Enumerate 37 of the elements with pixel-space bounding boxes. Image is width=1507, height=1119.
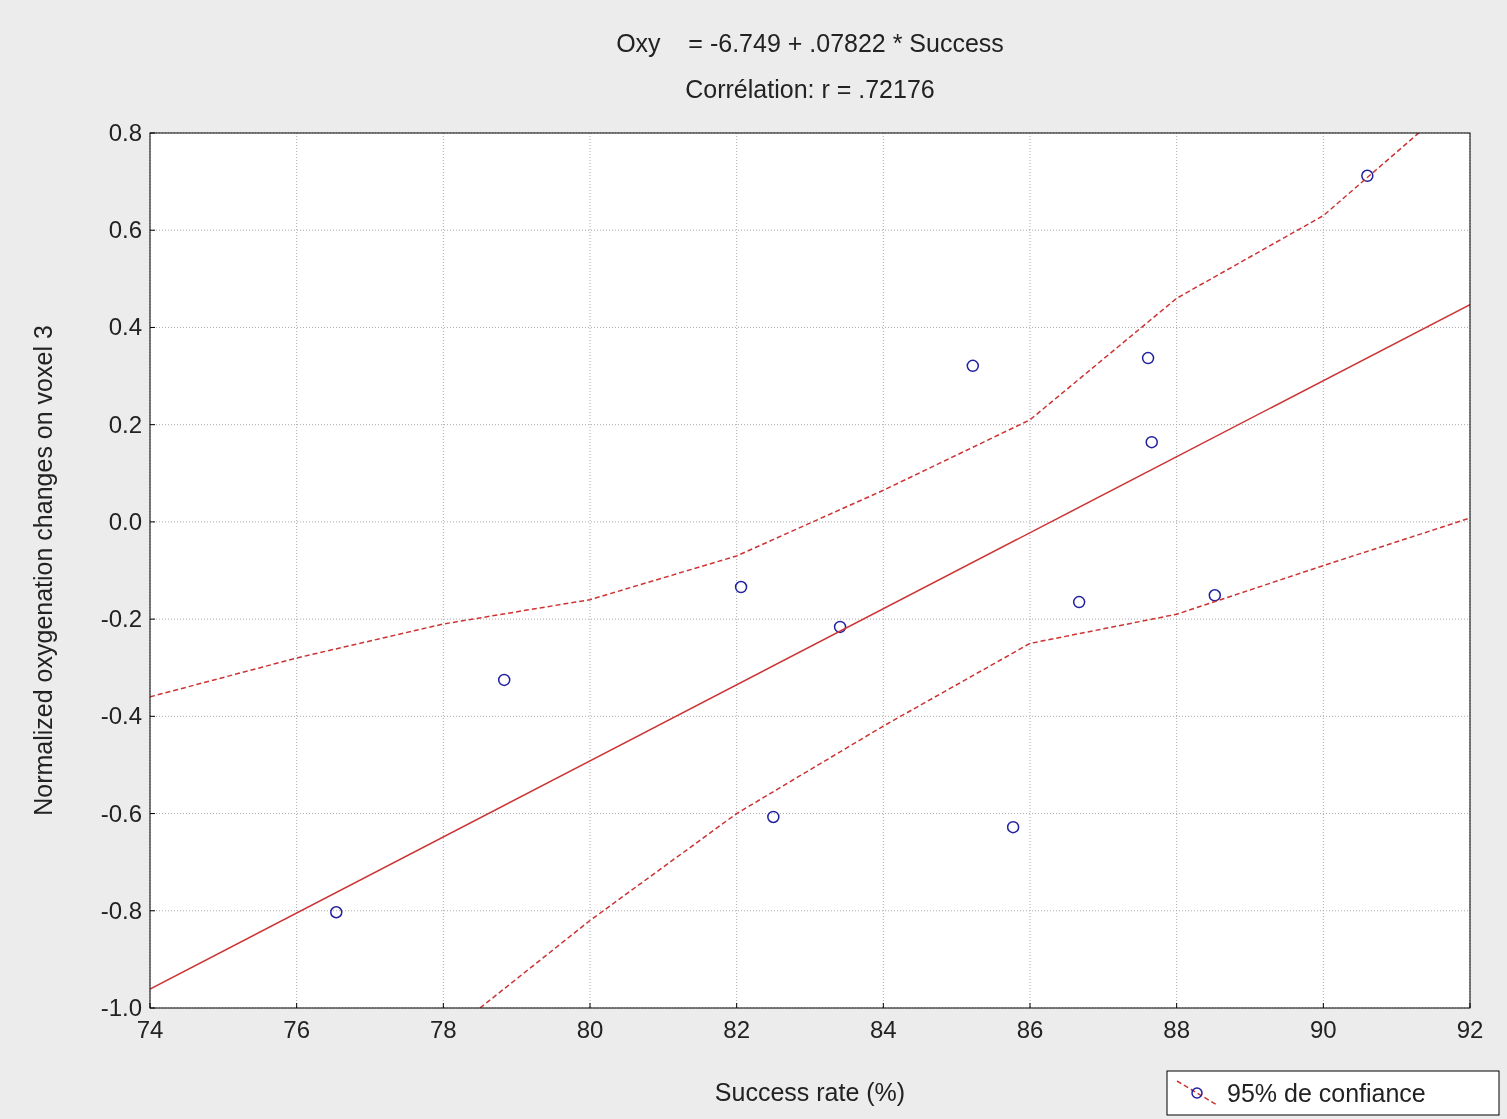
point [734,580,748,594]
y-tick-label: -0.6 [100,799,142,827]
x-tick-label: 84 [869,1016,897,1043]
y-tick-label: 0.6 [108,216,142,244]
point [1208,589,1222,602]
y-axis-title: Normalized oxygenation changes on voxel 3 [29,325,57,816]
y-tick-label: -0.8 [100,896,142,924]
x-tick-label: 78 [429,1016,457,1043]
x-tick-label: 90 [1309,1016,1337,1043]
point [1006,820,1020,834]
chart-subtitle: Corrélation: r = .72176 [685,75,935,103]
point [966,359,980,373]
y-tick-label: 0.2 [108,410,142,438]
y-tick-label: 0.8 [108,119,142,146]
point [330,905,343,919]
point [1072,595,1086,609]
line-series [150,133,1420,698]
x-tick-label: 76 [283,1016,311,1043]
legend-label: 95% de confiance [1227,1079,1426,1107]
x-tick-label: 82 [723,1016,751,1043]
y-tick-label: 0.0 [108,507,142,535]
x-tick-label: 88 [1163,1016,1191,1043]
point [1141,351,1155,365]
x-tick-label: 80 [576,1016,604,1043]
x-tick-label: 86 [1016,1016,1044,1043]
y-tick-label: -0.2 [100,605,142,633]
x-tick-label: 92 [1456,1016,1484,1043]
chart-title: Oxy = -6.749 + .07822 * Success [616,29,1004,57]
point [833,620,847,634]
point [1145,435,1158,449]
point [767,810,780,824]
point [1361,169,1374,183]
y-tick-label: 0.4 [108,313,142,341]
point [497,673,511,687]
x-axis-title: Success rate (%) [714,1078,906,1106]
y-tick-label: -0.4 [100,702,142,730]
line-series [479,517,1470,1008]
